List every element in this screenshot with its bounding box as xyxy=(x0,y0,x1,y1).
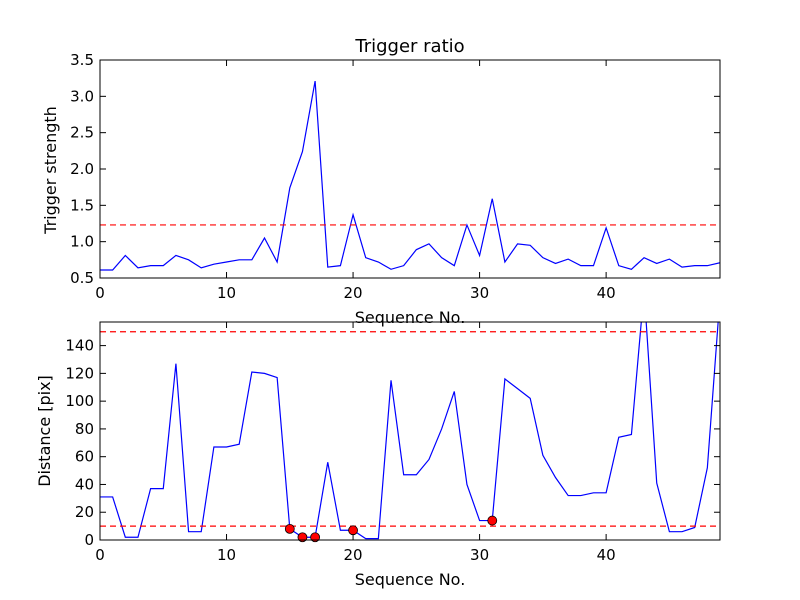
x-tick-label: 40 xyxy=(597,546,616,564)
series-line xyxy=(100,322,719,540)
y-tick-label: 80 xyxy=(75,420,94,438)
y-tick-label: 1.5 xyxy=(70,196,94,214)
y-tick-label: 3.0 xyxy=(70,87,94,105)
y-tick-label: 0.5 xyxy=(70,269,94,287)
y-tick-label: 3.5 xyxy=(70,51,94,69)
y-tick-label: 100 xyxy=(65,392,94,410)
x-tick-label: 0 xyxy=(95,284,105,302)
axes-frame xyxy=(99,321,721,541)
y-tick-label: 60 xyxy=(75,448,94,466)
data-point-marker xyxy=(297,532,308,543)
y-tick-label: 120 xyxy=(65,364,94,382)
x-axis-label: Sequence No. xyxy=(355,570,466,589)
y-tick-label: 40 xyxy=(75,475,94,493)
x-tick-label: 0 xyxy=(95,546,105,564)
y-tick-label: 1.0 xyxy=(70,233,94,251)
y-tick-label: 20 xyxy=(75,503,94,521)
x-tick-label: 10 xyxy=(217,284,236,302)
data-point-marker xyxy=(348,525,358,536)
y-axis-label: Trigger strength xyxy=(41,106,60,235)
data-point-marker xyxy=(284,523,295,534)
x-tick-label: 20 xyxy=(344,546,363,564)
x-tick-label: 30 xyxy=(470,284,489,302)
y-tick-label: 2.0 xyxy=(70,160,94,178)
x-axis-label: Sequence No. xyxy=(355,308,466,327)
x-tick-label: 20 xyxy=(344,284,363,302)
y-tick-label: 0 xyxy=(84,531,94,549)
x-tick-label: 10 xyxy=(217,546,236,564)
distance-plot: 0 10 20 30 40 0 20 40 60 80 100 120 140 Distance [pi… xyxy=(35,321,721,589)
series-line xyxy=(100,80,720,271)
y-tick-label: 140 xyxy=(65,337,94,355)
data-point-marker xyxy=(487,515,498,526)
y-axis-label: Distance [pix] xyxy=(35,375,54,487)
x-tick-label: 30 xyxy=(470,546,489,564)
y-tick-label: 2.5 xyxy=(70,124,94,142)
x-tick-label: 40 xyxy=(597,284,616,302)
chart-title: Trigger ratio xyxy=(354,36,464,57)
data-point-marker xyxy=(310,532,321,543)
